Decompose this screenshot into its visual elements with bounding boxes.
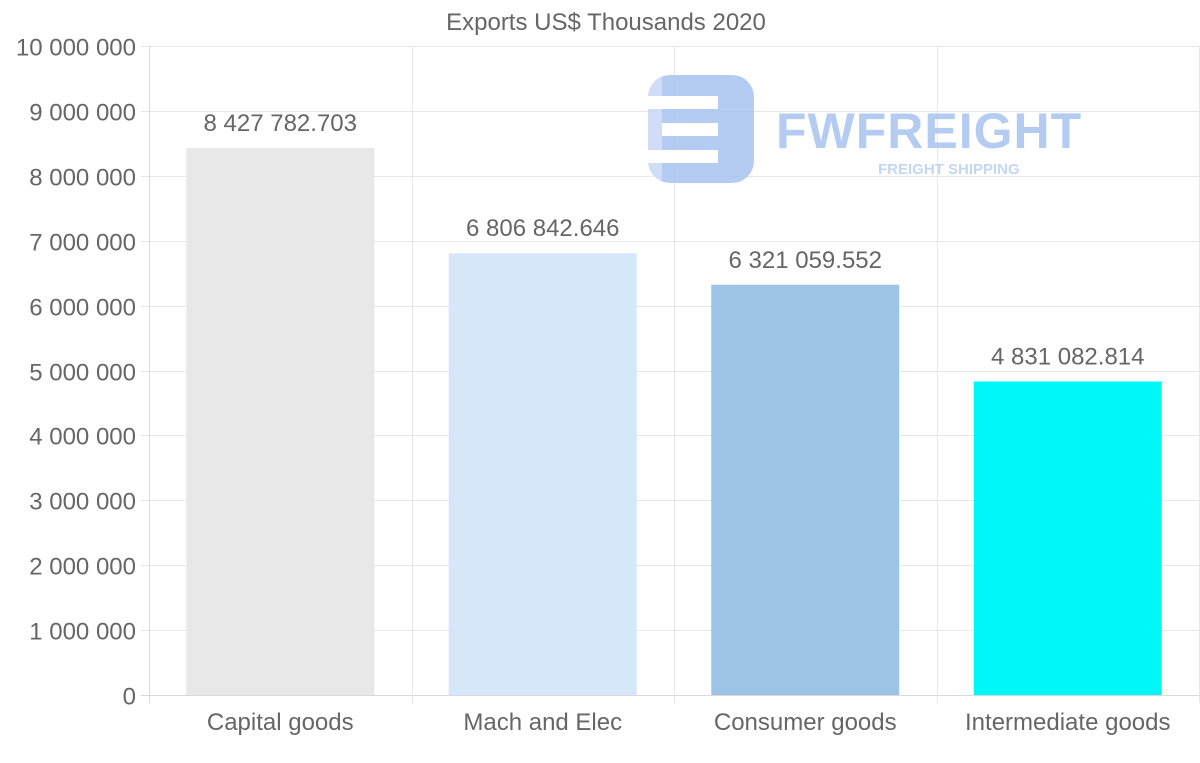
data-labels: 8 427 782.703 6 806 842.646 6 321 059.552 4… bbox=[204, 110, 1145, 370]
x-axis-categories: Capital goods Mach and Elec Consumer goods… bbox=[207, 709, 1171, 736]
x-category-label: Intermediate goods bbox=[965, 709, 1170, 736]
y-tick-label: 5 000 000 bbox=[29, 360, 136, 387]
y-tick-label: 3 000 000 bbox=[29, 489, 136, 516]
watermark-tagline: FREIGHT SHIPPING bbox=[878, 161, 1020, 178]
bar[interactable] bbox=[711, 284, 900, 695]
bar[interactable] bbox=[448, 253, 637, 696]
x-category-label: Mach and Elec bbox=[463, 709, 622, 736]
bar[interactable] bbox=[973, 381, 1162, 695]
bar-value-label: 6 321 059.552 bbox=[729, 247, 882, 274]
y-tick-label: 8 000 000 bbox=[29, 165, 136, 192]
x-category-label: Capital goods bbox=[207, 709, 354, 736]
bar[interactable] bbox=[186, 148, 375, 696]
watermark-brand: FWFREIGHT bbox=[776, 103, 1082, 159]
y-tick-label: 6 000 000 bbox=[29, 295, 136, 322]
bar-value-label: 6 806 842.646 bbox=[466, 215, 619, 242]
chart-title: Exports US$ Thousands 2020 bbox=[446, 9, 766, 36]
y-tick-label: 7 000 000 bbox=[29, 230, 136, 257]
y-tick-label: 9 000 000 bbox=[29, 100, 136, 127]
y-tick-label: 4 000 000 bbox=[29, 424, 136, 451]
y-tick-label: 1 000 000 bbox=[29, 619, 136, 646]
bar-value-label: 4 831 082.814 bbox=[991, 343, 1144, 370]
y-tick-label: 2 000 000 bbox=[29, 554, 136, 581]
fwfreight-logo-icon bbox=[648, 75, 754, 183]
x-category-label: Consumer goods bbox=[714, 709, 897, 736]
fwfreight-watermark-logo: FWFREIGHT FREIGHT SHIPPING bbox=[648, 75, 1082, 183]
bars bbox=[186, 148, 1162, 696]
y-tick-label: 0 bbox=[123, 684, 136, 711]
bar-value-label: 8 427 782.703 bbox=[204, 110, 357, 137]
y-axis-ticks: 0 1 000 000 2 000 000 3 000 000 4 000 000 5 0… bbox=[16, 35, 136, 711]
y-tick-label: 10 000 000 bbox=[16, 35, 136, 62]
